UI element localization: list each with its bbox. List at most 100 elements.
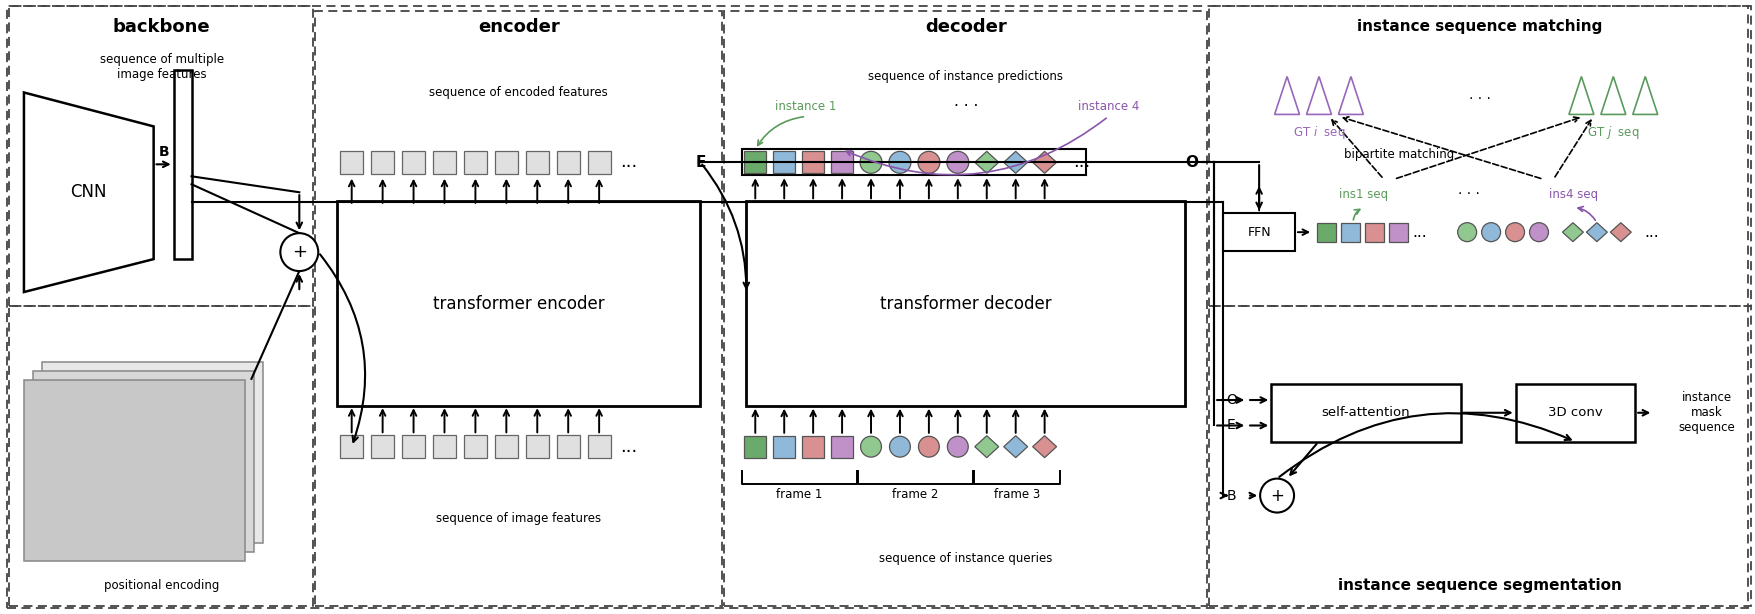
Circle shape — [1529, 223, 1548, 242]
Bar — [742, 149, 1085, 176]
Bar — [1223, 213, 1295, 251]
Text: · · ·: · · · — [1457, 187, 1479, 201]
Bar — [402, 435, 425, 458]
Text: positional encoding: positional encoding — [104, 579, 219, 592]
Text: GT $i$  seq: GT $i$ seq — [1292, 124, 1344, 141]
Text: instance sequence matching: instance sequence matching — [1357, 19, 1602, 34]
Bar — [830, 436, 853, 457]
Polygon shape — [1567, 77, 1594, 114]
Bar — [370, 435, 393, 458]
Text: sequence of instance predictions: sequence of instance predictions — [867, 70, 1064, 83]
Bar — [463, 435, 486, 458]
Circle shape — [918, 437, 939, 457]
Bar — [9, 306, 312, 606]
Polygon shape — [1274, 77, 1299, 114]
Text: sequence of image features: sequence of image features — [435, 512, 600, 525]
Bar — [402, 151, 425, 174]
Bar — [1271, 384, 1460, 441]
Bar — [744, 436, 765, 457]
Text: ...: ... — [1072, 154, 1090, 171]
Bar — [746, 201, 1185, 406]
Text: backbone: backbone — [112, 18, 211, 36]
Bar — [802, 436, 823, 457]
Bar — [174, 69, 191, 259]
Bar — [556, 151, 579, 174]
Text: E: E — [695, 155, 706, 170]
Text: self-attention: self-attention — [1322, 406, 1409, 419]
Circle shape — [1457, 223, 1476, 242]
Text: bipartite matching: bipartite matching — [1343, 148, 1453, 161]
Bar — [316, 10, 721, 606]
Polygon shape — [1004, 436, 1027, 457]
Text: E: E — [1227, 419, 1236, 432]
Text: transformer encoder: transformer encoder — [433, 295, 604, 313]
Text: B: B — [158, 146, 168, 160]
Bar — [433, 435, 456, 458]
Text: decoder: decoder — [925, 18, 1006, 36]
Circle shape — [948, 437, 967, 457]
Text: frame 1: frame 1 — [776, 488, 823, 501]
Text: encoder: encoder — [477, 18, 560, 36]
Polygon shape — [1032, 436, 1057, 457]
Text: +: + — [1269, 486, 1283, 505]
Polygon shape — [1306, 77, 1330, 114]
Bar — [772, 436, 795, 457]
Text: ...: ... — [620, 154, 637, 171]
Bar — [1341, 223, 1358, 242]
Polygon shape — [1585, 223, 1606, 242]
Bar — [588, 151, 611, 174]
Bar — [1209, 6, 1750, 306]
Bar — [723, 10, 1207, 606]
Bar — [337, 201, 700, 406]
Bar — [1388, 223, 1408, 242]
Polygon shape — [1609, 223, 1630, 242]
Text: · · ·: · · · — [953, 99, 978, 114]
Bar — [33, 371, 254, 553]
Polygon shape — [1337, 77, 1362, 114]
Text: instance
mask
sequence: instance mask sequence — [1678, 391, 1734, 434]
Bar — [588, 435, 611, 458]
Bar — [556, 435, 579, 458]
Text: · · ·: · · · — [1469, 93, 1490, 106]
Bar — [525, 435, 548, 458]
Circle shape — [281, 233, 318, 271]
Bar — [463, 151, 486, 174]
Text: O: O — [1185, 155, 1197, 170]
Text: sequence of multiple
image features: sequence of multiple image features — [100, 53, 223, 80]
Text: frame 2: frame 2 — [892, 488, 939, 501]
Bar — [802, 152, 823, 173]
Circle shape — [1260, 478, 1293, 513]
Bar — [9, 6, 312, 306]
Bar — [495, 435, 518, 458]
Polygon shape — [1032, 152, 1057, 173]
Bar — [525, 151, 548, 174]
Text: sequence of instance queries: sequence of instance queries — [879, 552, 1051, 565]
Bar — [42, 362, 263, 543]
Text: GT $j$  seq: GT $j$ seq — [1587, 124, 1639, 141]
Bar — [25, 380, 246, 561]
Text: CNN: CNN — [70, 183, 107, 201]
Polygon shape — [1601, 77, 1625, 114]
Text: O: O — [1225, 393, 1236, 407]
Text: FFN: FFN — [1246, 226, 1271, 239]
Circle shape — [918, 152, 939, 173]
Bar — [340, 435, 363, 458]
Text: ...: ... — [1413, 225, 1427, 239]
Text: ins4 seq: ins4 seq — [1548, 188, 1597, 201]
Text: 3D conv: 3D conv — [1548, 406, 1602, 419]
Circle shape — [888, 152, 911, 173]
Text: ...: ... — [1644, 225, 1658, 239]
Bar — [830, 152, 853, 173]
Text: B: B — [1225, 489, 1236, 503]
Bar — [340, 151, 363, 174]
Circle shape — [1481, 223, 1501, 242]
Text: instance 1: instance 1 — [776, 100, 837, 113]
Bar — [1364, 223, 1383, 242]
Polygon shape — [974, 436, 999, 457]
Text: frame 3: frame 3 — [993, 488, 1039, 501]
Polygon shape — [974, 152, 999, 173]
Circle shape — [1504, 223, 1523, 242]
Bar — [772, 152, 795, 173]
Circle shape — [860, 152, 881, 173]
Text: +: + — [291, 243, 307, 261]
